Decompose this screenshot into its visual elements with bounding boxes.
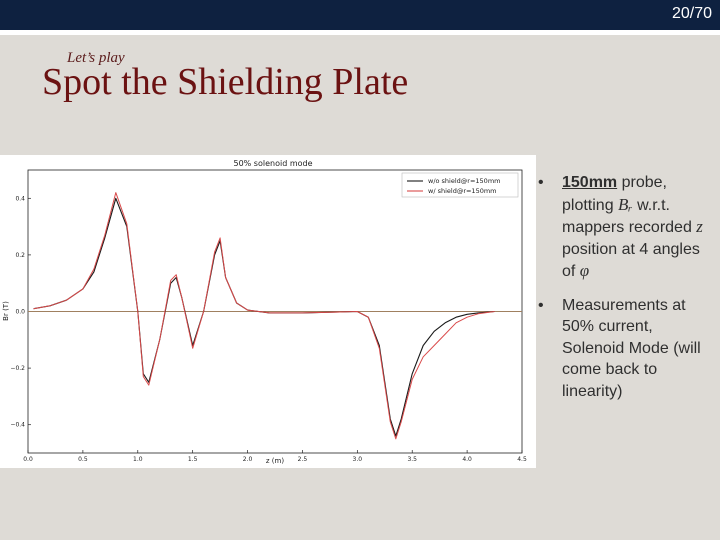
bullet-item-measurements: • Measurements at 50% current, Solenoid …	[536, 295, 716, 403]
bullet-list: • 150mm probe, plotting Bᵣ w.r.t. mapper…	[536, 172, 716, 414]
series-line-without-shield	[33, 197, 495, 437]
x-tick-label: 3.5	[407, 456, 417, 463]
bullet-text: Measurements at 50% current, Solenoid Mo…	[562, 296, 701, 400]
x-tick-label: 1.0	[133, 456, 143, 463]
bullet-dot-icon: •	[538, 174, 544, 191]
x-tick-label: 1.5	[188, 456, 198, 463]
legend-label: w/o shield@r=150mm	[428, 177, 500, 185]
x-tick-label: 0.5	[78, 456, 88, 463]
header-divider	[0, 30, 720, 35]
legend-label: w/ shield@r=150mm	[428, 187, 497, 195]
legend-box	[401, 172, 519, 198]
x-axis-label: z (m)	[266, 457, 284, 465]
x-tick-label: 2.5	[298, 456, 308, 463]
chart-panel: 50% solenoid mode 0.0 0.5 1.0 1.5 2.0 2.5 3.0 3…	[0, 155, 536, 468]
probe-size: 150mm	[562, 174, 618, 191]
y-axis-label: Br (T)	[2, 301, 10, 321]
slide-subtitle: Let’s play	[67, 50, 125, 66]
bullet-text: probe, plotting	[562, 174, 667, 214]
math-br: Bᵣ	[618, 194, 633, 214]
x-tick-label: 0.0	[23, 456, 33, 463]
math-phi: φ	[579, 261, 590, 280]
y-tick-label: −0.2	[10, 365, 25, 372]
x-tick-label: 3.0	[353, 456, 363, 463]
series-line-with-shield	[33, 192, 495, 440]
bullet-text: position at 4 angles of	[562, 240, 700, 281]
bullet-item-probe: • 150mm probe, plotting Bᵣ w.r.t. mapper…	[536, 172, 716, 283]
top-bar: 20/70	[0, 0, 720, 30]
bullet-dot-icon: •	[538, 296, 544, 314]
y-tick-label: −0.4	[10, 422, 25, 429]
math-z: z	[696, 217, 703, 236]
chart-title: 50% solenoid mode	[233, 159, 312, 168]
page-number: 20/70	[671, 5, 712, 22]
y-tick-label: 0.2	[15, 252, 25, 259]
x-tick-label: 2.0	[243, 456, 253, 463]
x-tick-label: 4.0	[462, 456, 472, 463]
bullet-text: w.r.t. mappers recorded	[562, 196, 697, 237]
y-tick-label: 0.0	[15, 309, 25, 316]
legend: w/o shield@r=150mm w/ shield@r=150mm	[401, 172, 519, 198]
x-tick-label: 4.5	[517, 456, 527, 463]
slide-title: Spot the Shielding Plate	[42, 61, 409, 103]
line-chart: 50% solenoid mode 0.0 0.5 1.0 1.5 2.0 2.5 3.0 3…	[2, 159, 527, 465]
y-tick-label: 0.4	[15, 195, 25, 202]
